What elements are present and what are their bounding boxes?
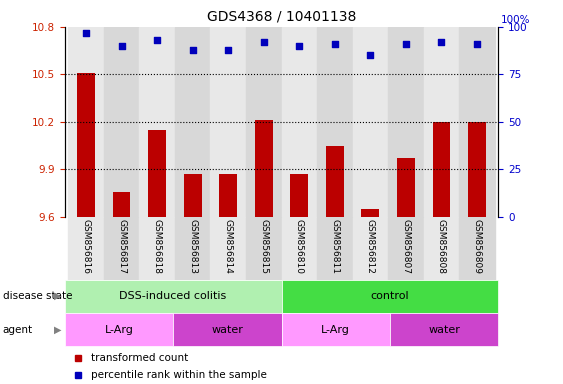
- Bar: [291, 174, 308, 217]
- Text: GSM856809: GSM856809: [472, 219, 481, 274]
- Bar: [113, 192, 131, 217]
- Bar: [104, 27, 140, 217]
- Bar: [468, 122, 486, 217]
- Point: [437, 39, 446, 45]
- Bar: [282, 313, 390, 346]
- Bar: [211, 27, 246, 217]
- Bar: [65, 280, 282, 313]
- Bar: [282, 280, 498, 313]
- Text: control: control: [370, 291, 409, 301]
- Bar: [246, 217, 282, 280]
- Text: GSM856815: GSM856815: [259, 219, 268, 274]
- Bar: [390, 313, 498, 346]
- Text: GSM856813: GSM856813: [188, 219, 197, 274]
- Point: [224, 46, 233, 53]
- Bar: [388, 217, 423, 280]
- Bar: [68, 27, 104, 217]
- Text: DSS-induced colitis: DSS-induced colitis: [119, 291, 227, 301]
- Text: GSM856817: GSM856817: [117, 219, 126, 274]
- Point: [82, 30, 91, 36]
- Point: [366, 52, 375, 58]
- Text: agent: agent: [3, 324, 33, 335]
- Text: GSM856818: GSM856818: [153, 219, 162, 274]
- Text: water: water: [428, 324, 460, 335]
- Bar: [68, 217, 104, 280]
- Bar: [459, 27, 495, 217]
- Bar: [352, 27, 388, 217]
- Bar: [246, 27, 282, 217]
- Bar: [423, 27, 459, 217]
- Bar: [140, 217, 175, 280]
- Bar: [432, 122, 450, 217]
- Text: L-Arg: L-Arg: [105, 324, 133, 335]
- Text: ▶: ▶: [54, 291, 62, 301]
- Text: percentile rank within the sample: percentile rank within the sample: [91, 369, 267, 380]
- Point: [295, 43, 304, 49]
- Bar: [104, 217, 140, 280]
- Bar: [77, 73, 95, 217]
- Point: [259, 39, 268, 45]
- Bar: [317, 217, 352, 280]
- Bar: [361, 209, 379, 217]
- Bar: [140, 27, 175, 217]
- Bar: [282, 217, 317, 280]
- Text: GSM856810: GSM856810: [295, 219, 304, 274]
- Bar: [423, 217, 459, 280]
- Point: [117, 43, 126, 49]
- Text: GDS4368 / 10401138: GDS4368 / 10401138: [207, 10, 356, 23]
- Text: GSM856811: GSM856811: [330, 219, 339, 274]
- Text: GSM856807: GSM856807: [401, 219, 410, 274]
- Bar: [255, 120, 272, 217]
- Bar: [184, 174, 202, 217]
- Text: disease state: disease state: [3, 291, 72, 301]
- Text: GSM856812: GSM856812: [366, 219, 375, 274]
- Bar: [173, 313, 282, 346]
- Text: GSM856816: GSM856816: [82, 219, 91, 274]
- Point: [472, 41, 481, 47]
- Bar: [175, 217, 211, 280]
- Text: transformed count: transformed count: [91, 353, 188, 362]
- Bar: [397, 158, 415, 217]
- Bar: [326, 146, 343, 217]
- Point: [153, 37, 162, 43]
- Point: [330, 41, 339, 47]
- Point: [188, 46, 197, 53]
- Bar: [388, 27, 423, 217]
- Text: water: water: [211, 324, 243, 335]
- Bar: [148, 130, 166, 217]
- Text: GSM856808: GSM856808: [437, 219, 446, 274]
- Text: ▶: ▶: [54, 324, 62, 335]
- Bar: [220, 174, 237, 217]
- Text: 100%: 100%: [501, 15, 530, 25]
- Bar: [175, 27, 211, 217]
- Text: L-Arg: L-Arg: [321, 324, 350, 335]
- Text: GSM856814: GSM856814: [224, 219, 233, 274]
- Bar: [317, 27, 352, 217]
- Bar: [211, 217, 246, 280]
- Bar: [459, 217, 495, 280]
- Bar: [352, 217, 388, 280]
- Point: [401, 41, 410, 47]
- Bar: [282, 27, 317, 217]
- Bar: [65, 313, 173, 346]
